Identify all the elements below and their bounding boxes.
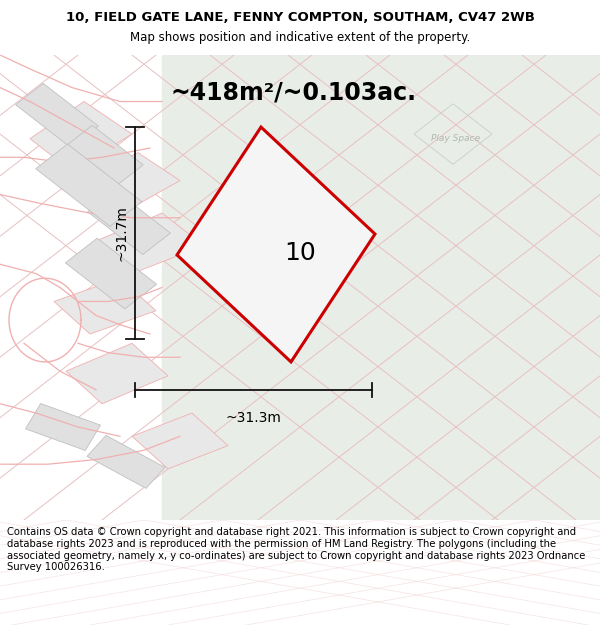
- Polygon shape: [96, 213, 204, 274]
- Bar: [162, 55, 600, 520]
- Polygon shape: [16, 83, 98, 148]
- Polygon shape: [30, 101, 132, 171]
- Polygon shape: [177, 127, 375, 362]
- Text: 10, FIELD GATE LANE, FENNY COMPTON, SOUTHAM, CV47 2WB: 10, FIELD GATE LANE, FENNY COMPTON, SOUT…: [65, 11, 535, 24]
- Polygon shape: [66, 343, 168, 404]
- Polygon shape: [67, 126, 143, 184]
- Text: Play Space: Play Space: [431, 134, 481, 143]
- Polygon shape: [132, 413, 228, 469]
- Text: Contains OS data © Crown copyright and database right 2021. This information is : Contains OS data © Crown copyright and d…: [7, 528, 586, 572]
- Polygon shape: [25, 404, 101, 451]
- Text: ~418m²/~0.103ac.: ~418m²/~0.103ac.: [171, 80, 417, 104]
- Polygon shape: [88, 191, 170, 254]
- Polygon shape: [87, 436, 165, 488]
- Polygon shape: [54, 278, 156, 334]
- Text: ~31.3m: ~31.3m: [226, 411, 281, 425]
- Polygon shape: [36, 144, 142, 226]
- Polygon shape: [65, 238, 157, 309]
- Text: Map shows position and indicative extent of the property.: Map shows position and indicative extent…: [130, 31, 470, 44]
- Text: 10: 10: [284, 241, 316, 264]
- Polygon shape: [72, 152, 180, 218]
- Text: ~31.7m: ~31.7m: [115, 205, 129, 261]
